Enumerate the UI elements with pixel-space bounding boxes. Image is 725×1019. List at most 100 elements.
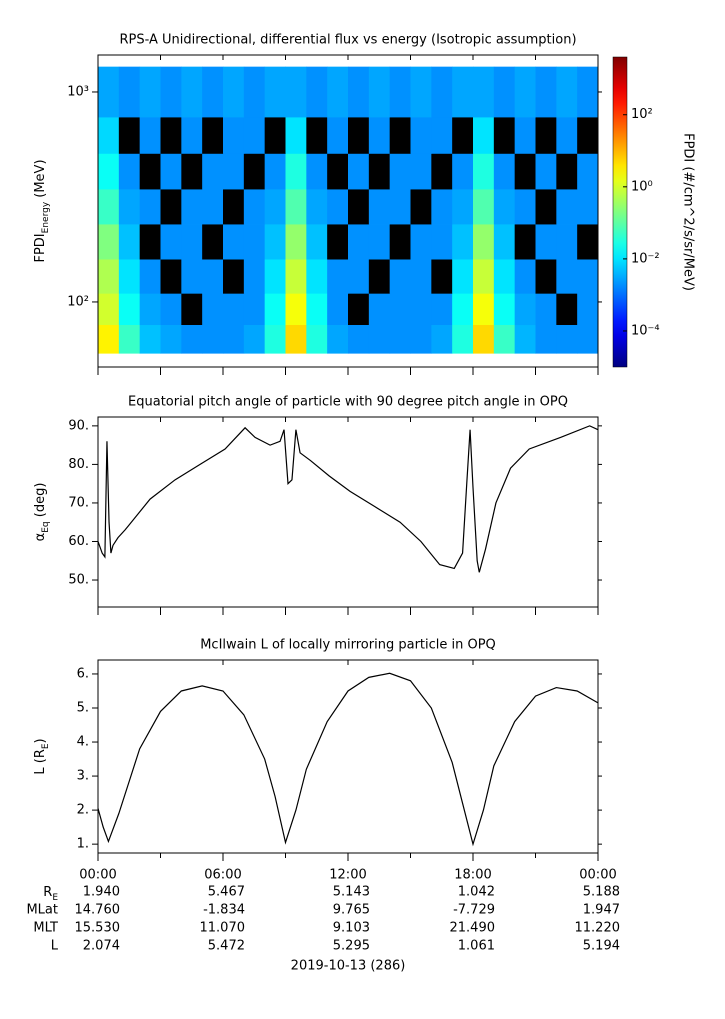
heatmap-cell — [431, 153, 453, 190]
heatmap-cell — [410, 66, 432, 118]
ephemeris-value: 14.760 — [75, 903, 121, 918]
heatmap-cell — [98, 66, 120, 118]
label-part: Eq — [41, 521, 51, 532]
heatmap-cell — [431, 224, 453, 260]
label-part: L (R — [33, 749, 48, 774]
ephemeris-value: 1.042 — [458, 885, 495, 900]
heatmap-cell — [348, 189, 370, 225]
heatmap-cell — [452, 259, 474, 294]
colorbar-tick-label: 10⁻⁴ — [631, 323, 660, 338]
heatmap-cell — [202, 189, 224, 225]
heatmap-cell — [98, 189, 120, 225]
heatmap-cell — [202, 153, 224, 190]
label-part: E — [41, 743, 51, 749]
heatmap-cell — [285, 293, 307, 326]
heatmap-cell — [118, 293, 141, 326]
heatmap-cell — [577, 259, 599, 294]
heatmap-cell — [535, 324, 557, 354]
heatmap-cell — [493, 66, 516, 118]
heatmap-cell — [431, 259, 453, 294]
heatmap-cell — [473, 117, 495, 154]
heatmap-cell — [389, 293, 411, 326]
heatmap-cell — [98, 153, 120, 190]
heatmap-cell — [577, 66, 599, 118]
ephemeris-label: MLT — [33, 921, 58, 936]
heatmap-cell — [160, 153, 182, 190]
heatmap-cell — [98, 259, 120, 294]
ephemeris-value: 5.194 — [583, 939, 620, 954]
heatmap-cell — [493, 153, 516, 190]
heatmap-cell — [139, 259, 161, 294]
y-tick-label: 80. — [68, 457, 89, 472]
label-part: R — [43, 885, 52, 900]
heatmap-cell — [243, 259, 266, 294]
heatmap-cell — [118, 189, 141, 225]
heatmap-cell — [535, 259, 557, 294]
heatmap-cell — [389, 324, 411, 354]
heatmap-cell — [264, 189, 286, 225]
heatmap-cell — [452, 153, 474, 190]
label-part: (deg) — [33, 483, 48, 522]
y-tick-label: 10² — [67, 294, 89, 309]
y-axis-label: L (RE) — [33, 738, 51, 774]
heatmap-cell — [577, 224, 599, 260]
colorbar-label: FPDI (#/cm^2/s/sr/MeV) — [681, 133, 696, 291]
heatmap-cell — [348, 293, 370, 326]
heatmap-cell — [410, 189, 432, 225]
heatmap-cell — [139, 66, 161, 118]
heatmap-cell — [368, 259, 391, 294]
heatmap-cell — [410, 153, 432, 190]
heatmap-cell — [452, 189, 474, 225]
x-tick-label: 18:00 — [454, 868, 491, 883]
heatmap-cell — [556, 66, 578, 118]
heatmap-cell — [368, 324, 391, 354]
heatmap-cell — [577, 189, 599, 225]
heatmap-cell — [243, 189, 266, 225]
heatmap-cell — [514, 259, 536, 294]
heatmap-cell — [348, 224, 370, 260]
heatmap-cell — [264, 324, 286, 354]
heatmap-cell — [202, 224, 224, 260]
heatmap-cell — [139, 324, 161, 354]
heatmap-cell — [577, 324, 599, 354]
heatmap-cell — [431, 189, 453, 225]
heatmap-cell — [535, 66, 557, 118]
heatmap-cell — [473, 324, 495, 354]
heatmap-cell — [202, 324, 224, 354]
date-label: 2019-10-13 (286) — [291, 959, 406, 974]
heatmap-cell — [327, 189, 349, 225]
heatmap-cell — [389, 66, 411, 118]
heatmap-cell — [368, 293, 391, 326]
heatmap-cell — [556, 259, 578, 294]
heatmap-cell — [264, 259, 286, 294]
heatmap-cell — [410, 259, 432, 294]
heatmap-cell — [264, 117, 286, 154]
heatmap-cell — [139, 224, 161, 260]
heatmap-cell — [368, 117, 391, 154]
x-tick-label: 06:00 — [204, 868, 241, 883]
heatmap-cell — [473, 66, 495, 118]
heatmap-cell — [139, 189, 161, 225]
heatmap-cell — [556, 117, 578, 154]
label-part: ) — [33, 738, 48, 743]
panel-title: Equatorial pitch angle of particle with … — [128, 395, 568, 410]
heatmap-cell — [327, 66, 349, 118]
label-part: α — [33, 533, 48, 542]
y-tick-label: 2. — [77, 803, 89, 818]
heatmap-cell — [243, 117, 266, 154]
heatmap-cell — [181, 117, 203, 154]
heatmap-cell — [285, 153, 307, 190]
heatmap-cell — [160, 259, 182, 294]
heatmap-cell — [514, 293, 536, 326]
heatmap-cell — [577, 293, 599, 326]
heatmap-cell — [223, 224, 245, 260]
heatmap-cell — [535, 117, 557, 154]
heatmap-cell — [223, 189, 245, 225]
ephemeris-value: 21.490 — [450, 921, 496, 936]
heatmap-cell — [556, 324, 578, 354]
heatmap-cell — [181, 66, 203, 118]
heatmap-cell — [181, 153, 203, 190]
ephemeris-value: 5.188 — [583, 885, 620, 900]
heatmap-cell — [98, 324, 120, 354]
data-line — [97, 672, 599, 847]
